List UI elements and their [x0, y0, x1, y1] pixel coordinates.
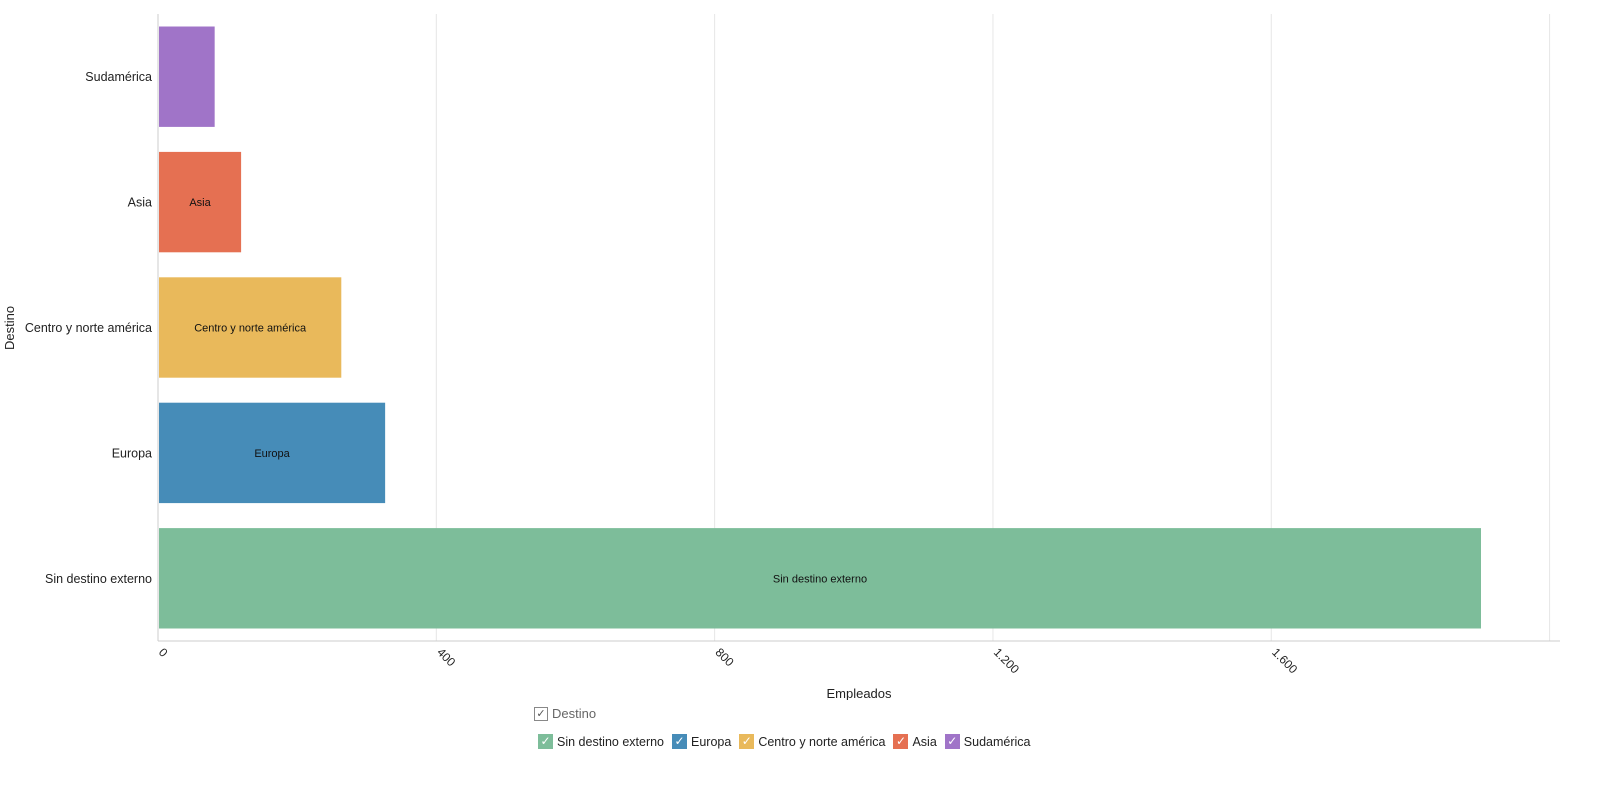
legend-swatch-check-icon[interactable]: ✓	[672, 734, 688, 749]
legend-item-label: Sudamérica	[963, 734, 1031, 749]
bar[interactable]	[159, 26, 215, 127]
y-tick-label: Sudamérica	[85, 70, 152, 84]
bars: Asia Centro y norte américa Europa Sin dest…	[159, 26, 1481, 629]
bar-label: Centro y norte américa	[194, 323, 307, 335]
legend-toggle-all-checkbox[interactable]: ✓	[534, 706, 548, 721]
legend-title-row[interactable]: ✓ Destino	[534, 706, 1094, 721]
legend-item[interactable]: ✓ Sudamérica	[944, 734, 1031, 749]
x-tick-label: 1.200	[991, 645, 1022, 676]
legend-item[interactable]: ✓ Asia	[893, 734, 937, 749]
legend-swatch-check-icon[interactable]: ✓	[944, 734, 960, 749]
x-axis-title: Empleados	[826, 686, 892, 700]
legend: ✓ Destino ✓ Sin destino externo ✓ Europa ✓ Ce…	[534, 706, 1094, 749]
legend-swatch-check-icon[interactable]: ✓	[739, 734, 755, 749]
legend-item[interactable]: ✓ Centro y norte américa	[739, 734, 885, 749]
legend-title: Destino	[552, 706, 597, 721]
bar[interactable]	[159, 277, 342, 378]
y-tick-label: Asia	[128, 196, 152, 210]
legend-items: ✓ Sin destino externo ✓ Europa ✓ Centro y nor…	[538, 734, 1094, 749]
bar-label: Sin destino externo	[773, 573, 867, 585]
legend-item-label: Sin destino externo	[557, 734, 665, 749]
x-tick-label: 1.600	[1269, 645, 1300, 676]
legend-item-label: Asia	[912, 734, 937, 749]
x-tick-label: 400	[434, 645, 458, 669]
legend-item[interactable]: ✓ Europa	[672, 734, 731, 749]
x-tick-label: 0	[156, 645, 171, 660]
legend-swatch-check-icon[interactable]: ✓	[538, 734, 553, 749]
legend-item-label: Centro y norte américa	[758, 734, 886, 749]
bar[interactable]	[159, 402, 386, 504]
y-axis-title: Destino	[2, 306, 17, 350]
y-tick-label: Centro y norte américa	[25, 321, 152, 335]
y-tick-label: Europa	[112, 446, 152, 460]
x-tick-label: 800	[713, 645, 737, 669]
legend-item-label: Europa	[691, 734, 732, 749]
legend-swatch-check-icon[interactable]: ✓	[893, 734, 909, 749]
bar-label: Europa	[254, 448, 290, 460]
bar[interactable]	[159, 151, 242, 253]
y-tick-label: Sin destino externo	[45, 572, 152, 586]
bar-chart: Asia Centro y norte américa Europa Sin dest…	[2, 14, 1560, 700]
bar[interactable]	[159, 528, 1481, 629]
bar-label: Asia	[189, 197, 211, 209]
legend-item[interactable]: ✓ Sin destino externo	[538, 734, 664, 749]
